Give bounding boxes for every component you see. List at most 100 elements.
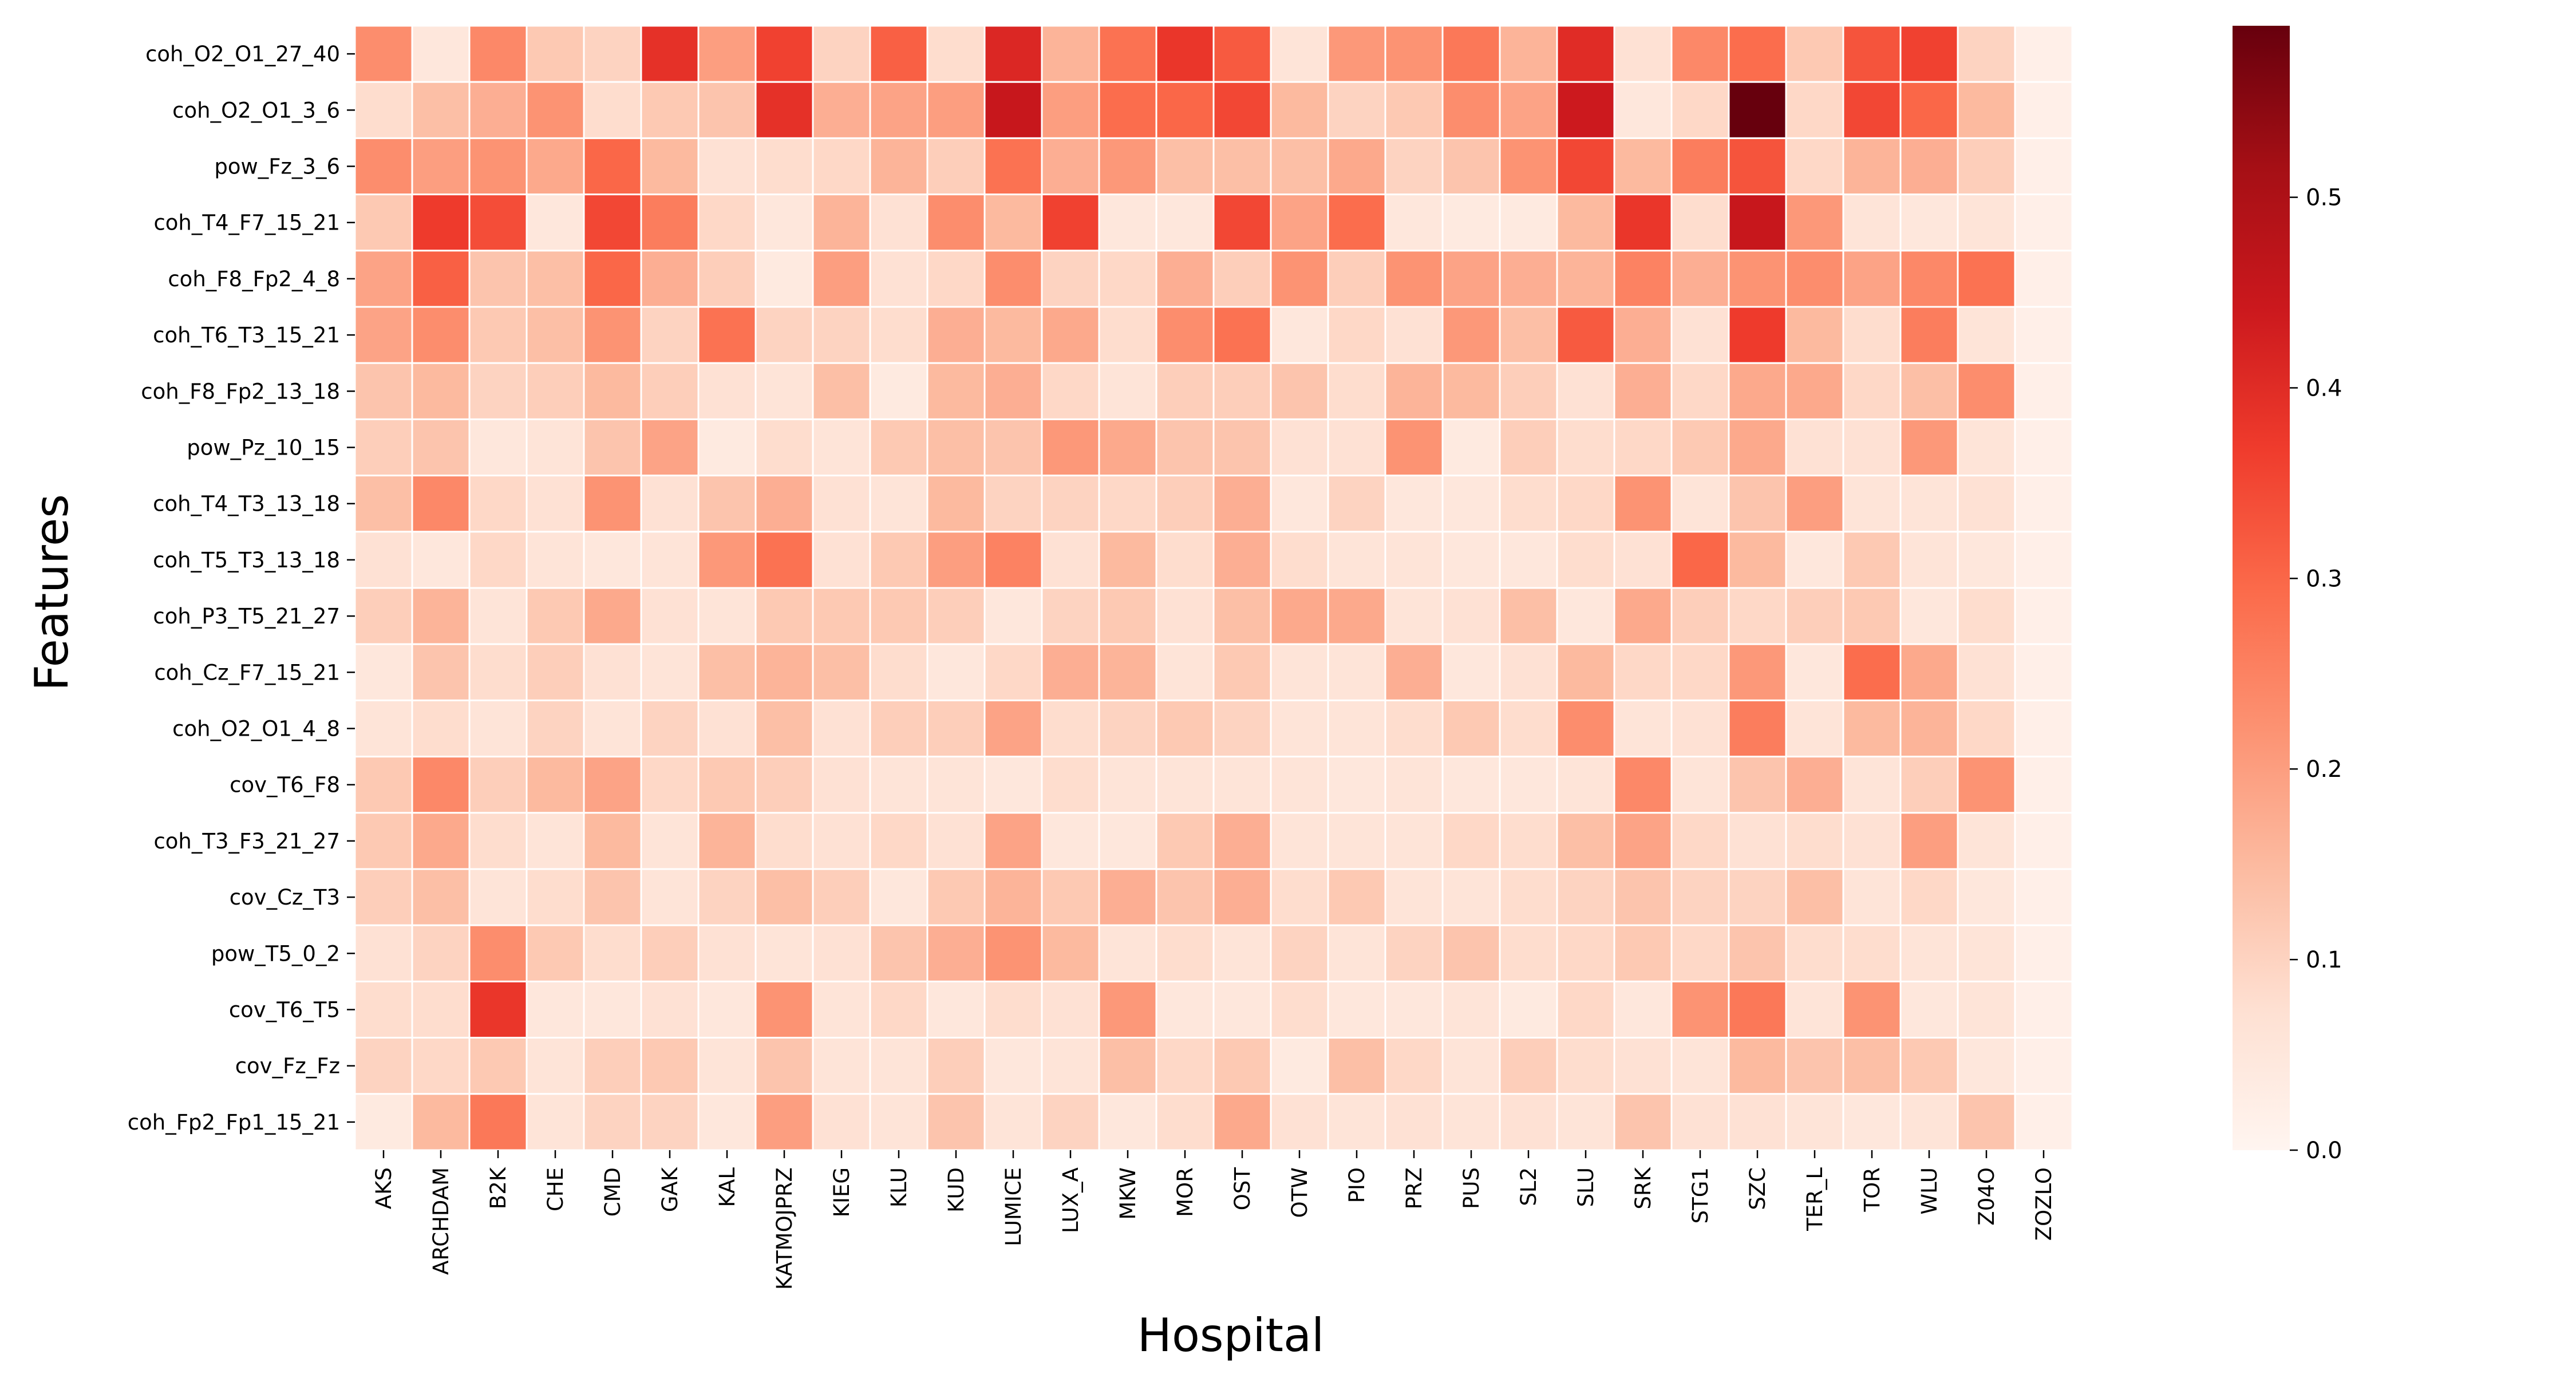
heatmap-cell <box>1327 531 1386 589</box>
heatmap-cell <box>1212 980 1272 1039</box>
heatmap-cell <box>526 531 585 589</box>
heatmap-cell <box>1212 81 1272 139</box>
heatmap-cell <box>812 924 871 982</box>
heatmap-cell <box>1957 25 2016 83</box>
heatmap-cell <box>1155 868 1215 926</box>
heatmap-cell <box>1957 1093 2016 1151</box>
x-tick-label: ARCHDAM <box>429 1167 453 1275</box>
heatmap-cell <box>1785 1037 1844 1095</box>
heatmap-cell <box>1899 137 1959 196</box>
heatmap-cell <box>354 362 413 420</box>
x-tick-label: Z04O <box>1974 1167 1999 1226</box>
heatmap-cell <box>468 531 528 589</box>
heatmap-cell <box>1957 531 2016 589</box>
x-tick-label: KIEG <box>829 1167 854 1217</box>
x-tick-label: STG1 <box>1688 1167 1713 1223</box>
heatmap-cell <box>1613 531 1673 589</box>
heatmap-cell <box>1499 81 1558 139</box>
heatmap-cell <box>1098 812 1157 870</box>
heatmap-cell <box>583 587 642 645</box>
heatmap-cell <box>1957 306 2016 364</box>
heatmap-cell <box>1842 137 1902 196</box>
heatmap-cell <box>1842 25 1902 83</box>
x-tick-label: MOR <box>1173 1167 1198 1217</box>
heatmap-cell <box>754 81 814 139</box>
heatmap-cell <box>697 475 757 533</box>
heatmap-cell <box>354 924 413 982</box>
heatmap-cell <box>1670 643 1730 701</box>
heatmap-cell <box>1613 980 1673 1039</box>
heatmap-cell <box>1098 756 1157 814</box>
y-tick-label: coh_T3_F3_21_27 <box>153 829 340 854</box>
heatmap-cell <box>983 362 1043 420</box>
x-tick-label: PUS <box>1459 1167 1484 1209</box>
heatmap-cell <box>1270 756 1329 814</box>
heatmap-cell <box>1270 475 1329 533</box>
y-tick-label: coh_Cz_F7_15_21 <box>154 660 340 685</box>
heatmap-cell <box>926 1093 986 1151</box>
heatmap-cell <box>354 756 413 814</box>
heatmap-cell <box>1957 587 2016 645</box>
heatmap-cell <box>1613 250 1673 308</box>
heatmap-cell <box>1842 699 1902 758</box>
heatmap-cell <box>1785 756 1844 814</box>
heatmap-cell <box>411 587 471 645</box>
y-axis-title: Features <box>25 494 78 691</box>
heatmap-cell <box>354 868 413 926</box>
heatmap-cell <box>1728 306 1787 364</box>
heatmap-cell <box>411 643 471 701</box>
heatmap-cell <box>2014 868 2073 926</box>
heatmap-cell <box>1270 1037 1329 1095</box>
heatmap-cell <box>1155 137 1215 196</box>
heatmap-cell <box>1613 194 1673 252</box>
heatmap-cell <box>526 306 585 364</box>
heatmap-cell <box>983 306 1043 364</box>
heatmap-cell <box>640 194 700 252</box>
heatmap-cell <box>1384 1093 1444 1151</box>
heatmap-cell <box>1613 1093 1673 1151</box>
heatmap-cell <box>754 756 814 814</box>
heatmap-cell <box>1556 699 1615 758</box>
heatmap-cell <box>1441 1093 1501 1151</box>
heatmap-cell <box>1384 306 1444 364</box>
heatmap-cell <box>812 868 871 926</box>
heatmap-cell <box>1441 643 1501 701</box>
heatmap-cell <box>1613 137 1673 196</box>
heatmap-cell <box>1842 81 1902 139</box>
heatmap-cell <box>1728 81 1787 139</box>
heatmap-cell <box>1728 362 1787 420</box>
heatmap-cell <box>411 699 471 758</box>
heatmap-cell <box>354 418 413 477</box>
heatmap-cell <box>1155 1093 1215 1151</box>
heatmap-cell <box>2014 194 2073 252</box>
heatmap-cell <box>1728 587 1787 645</box>
heatmap-cell <box>1899 812 1959 870</box>
heatmap-cell <box>983 756 1043 814</box>
y-tick-label: cov_T6_F8 <box>230 773 340 797</box>
heatmap-cell <box>697 699 757 758</box>
heatmap-cell <box>1785 194 1844 252</box>
heatmap-cell <box>1441 531 1501 589</box>
heatmap-cell <box>2014 1093 2073 1151</box>
heatmap-cell <box>1441 756 1501 814</box>
heatmap-cell <box>1842 812 1902 870</box>
heatmap-cell <box>1613 699 1673 758</box>
heatmap-cell <box>468 418 528 477</box>
heatmap-cell <box>1670 418 1730 477</box>
heatmap-cell <box>1957 250 2016 308</box>
heatmap-cell <box>1270 980 1329 1039</box>
heatmap-cell <box>869 531 929 589</box>
heatmap-cell <box>411 194 471 252</box>
heatmap-cell <box>1670 1093 1730 1151</box>
heatmap-cell <box>869 1093 929 1151</box>
y-tick-label: coh_Fp2_Fp1_15_21 <box>128 1110 340 1135</box>
x-tick-label: SL2 <box>1516 1167 1541 1206</box>
y-tick-label: cov_Cz_T3 <box>230 885 340 910</box>
heatmap-cell <box>2014 362 2073 420</box>
heatmap-cell <box>697 868 757 926</box>
heatmap-cell <box>1957 868 2016 926</box>
heatmap-cell <box>869 250 929 308</box>
heatmap-cell <box>1556 194 1615 252</box>
heatmap-cell <box>1327 1037 1386 1095</box>
heatmap-cell <box>1499 137 1558 196</box>
